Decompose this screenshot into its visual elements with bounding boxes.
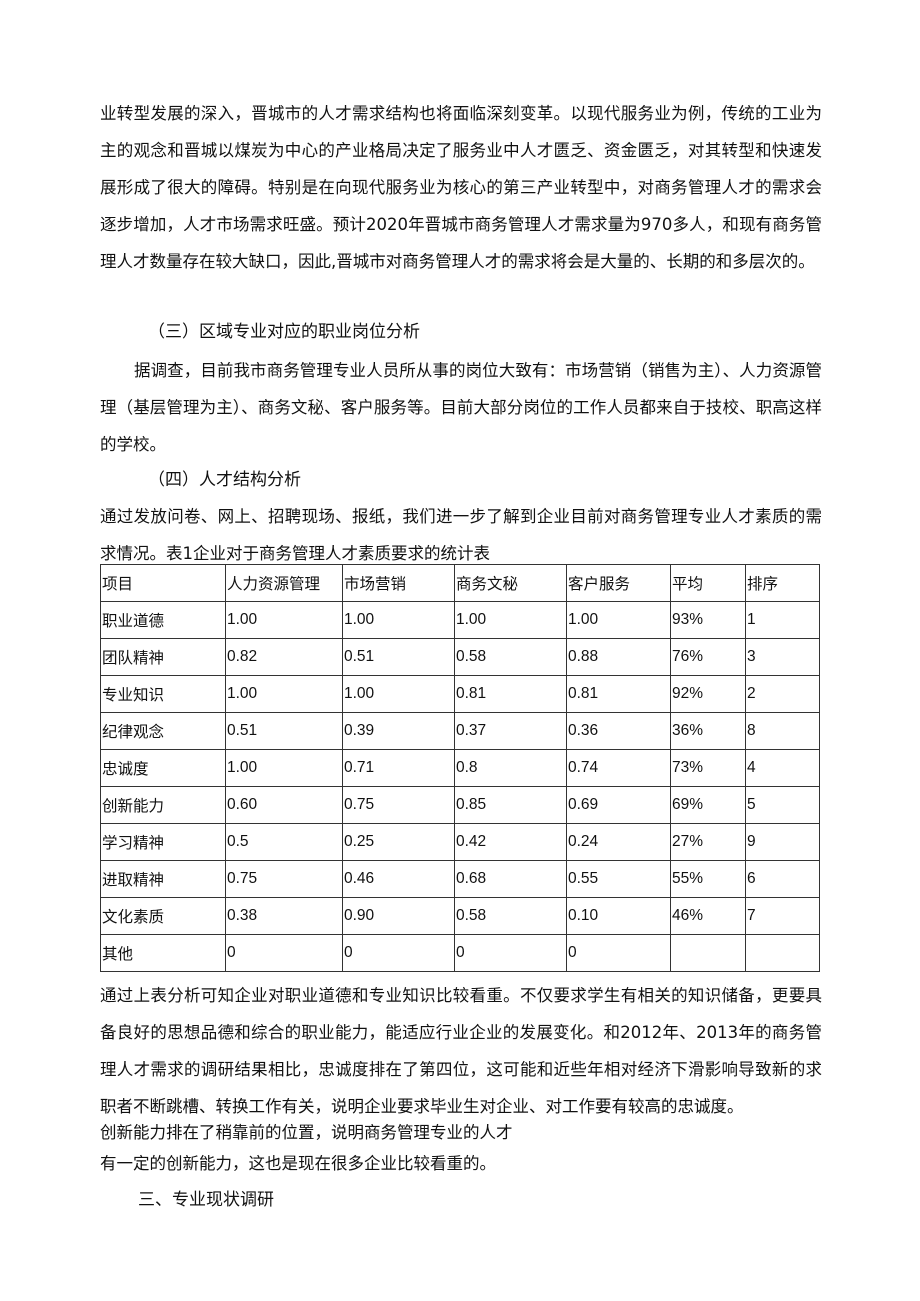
table-cell: 9 [745, 823, 820, 861]
table-cell: 0.82 [225, 638, 343, 676]
table-cell: 创新能力 [100, 786, 226, 824]
table-cell: 人力资源管理 [225, 564, 343, 602]
table-cell: 0.90 [342, 897, 455, 935]
table-cell: 4 [745, 749, 820, 787]
table-row: 进取精神 0.75 0.46 0.68 0.55 55% 6 [100, 860, 820, 898]
table-cell [670, 934, 746, 972]
table-cell: 0.60 [225, 786, 343, 824]
table-cell: 7 [745, 897, 820, 935]
table-cell: 0 [566, 934, 671, 972]
table-cell: 0.75 [342, 786, 455, 824]
table-cell: 职业道德 [100, 601, 226, 639]
table-cell: 1.00 [342, 675, 455, 713]
table-cell: 36% [670, 712, 746, 750]
table-cell: 0.42 [454, 823, 567, 861]
table-cell: 0.55 [566, 860, 671, 898]
table-cell: 46% [670, 897, 746, 935]
table-cell: 0.25 [342, 823, 455, 861]
paragraph-analysis: 通过上表分析可知企业对职业道德和专业知识比较看重。不仅要求学生有相关的知识储备，… [100, 986, 822, 1116]
table-cell: 0 [454, 934, 567, 972]
quality-requirements-table: 项目 人力资源管理 市场营销 商务文秘 客户服务 平均 排序 职业道德 1.00 1.00 1.00… [100, 564, 820, 972]
table-row: 忠诚度 1.00 0.71 0.8 0.74 73% 4 [100, 749, 820, 787]
table-cell: 0.71 [342, 749, 455, 787]
table-cell: 1.00 [225, 675, 343, 713]
table-cell: 团队精神 [100, 638, 226, 676]
table-row: 学习精神 0.5 0.25 0.42 0.24 27% 9 [100, 823, 820, 861]
table-cell: 客户服务 [566, 564, 671, 602]
table-row: 文化素质 0.38 0.90 0.58 0.10 46% 7 [100, 897, 820, 935]
table-cell: 0.51 [342, 638, 455, 676]
table-cell: 8 [745, 712, 820, 750]
table-row: 团队精神 0.82 0.51 0.58 0.88 76% 3 [100, 638, 820, 676]
table-cell: 学习精神 [100, 823, 226, 861]
table-row: 纪律观念 0.51 0.39 0.37 0.36 36% 8 [100, 712, 820, 750]
heading-section-3: 三、专业现状调研 [138, 1190, 274, 1210]
table-cell: 1.00 [454, 601, 567, 639]
table-cell: 0.36 [566, 712, 671, 750]
table-cell: 其他 [100, 934, 226, 972]
heading-talent-structure: （四）人才结构分析 [148, 470, 301, 490]
table-cell: 73% [670, 749, 746, 787]
table-cell: 5 [745, 786, 820, 824]
table-cell: 排序 [745, 564, 820, 602]
table-cell: 6 [745, 860, 820, 898]
table-cell: 0.74 [566, 749, 671, 787]
table-cell: 0.38 [225, 897, 343, 935]
table-cell: 平均 [670, 564, 746, 602]
table-cell: 0.85 [454, 786, 567, 824]
table-cell: 3 [745, 638, 820, 676]
paragraph-survey-intro: 通过发放问卷、网上、招聘现场、报纸，我们进一步了解到企业目前对商务管理专业人才素… [100, 507, 822, 563]
table-cell: 专业知识 [100, 675, 226, 713]
table-cell: 1.00 [225, 601, 343, 639]
table-cell: 1.00 [342, 601, 455, 639]
table-cell: 忠诚度 [100, 749, 226, 787]
table-cell: 进取精神 [100, 860, 226, 898]
table-cell: 纪律观念 [100, 712, 226, 750]
table-cell: 0.37 [454, 712, 567, 750]
table-cell: 文化素质 [100, 897, 226, 935]
table-cell: 0.75 [225, 860, 343, 898]
table-cell: 0.58 [454, 897, 567, 935]
paragraph-job-positions: 据调查，目前我市商务管理专业人员所从事的岗位大致有：市场营销（销售为主）、人力资… [100, 361, 822, 454]
table-cell: 0.46 [342, 860, 455, 898]
table-cell: 76% [670, 638, 746, 676]
table-cell: 27% [670, 823, 746, 861]
table-cell: 93% [670, 601, 746, 639]
table-cell: 0 [342, 934, 455, 972]
table-cell: 商务文秘 [454, 564, 567, 602]
table-cell: 1 [745, 601, 820, 639]
table-cell: 项目 [100, 564, 226, 602]
table-cell [745, 934, 820, 972]
table-cell: 2 [745, 675, 820, 713]
table-cell: 0.81 [454, 675, 567, 713]
table-cell: 69% [670, 786, 746, 824]
table-cell: 0.8 [454, 749, 567, 787]
table-cell: 0.51 [225, 712, 343, 750]
table-cell: 92% [670, 675, 746, 713]
table-cell: 0.69 [566, 786, 671, 824]
table-row: 创新能力 0.60 0.75 0.85 0.69 69% 5 [100, 786, 820, 824]
table-header-row: 项目 人力资源管理 市场营销 商务文秘 客户服务 平均 排序 [100, 564, 820, 602]
table-cell: 市场营销 [342, 564, 455, 602]
paragraph-innovation-line1: 创新能力排在了稍靠前的位置，说明商务管理专业的人才 [100, 1123, 513, 1142]
table-cell: 1.00 [566, 601, 671, 639]
table-cell: 0.88 [566, 638, 671, 676]
table-row: 其他 0 0 0 0 [100, 934, 820, 972]
table-cell: 0.68 [454, 860, 567, 898]
table-cell: 0 [225, 934, 343, 972]
paragraph-talent-demand: 业转型发展的深入，晋城市的人才需求结构也将面临深刻变革。以现代服务业为例，传统的… [100, 104, 822, 271]
table-cell: 0.58 [454, 638, 567, 676]
paragraph-innovation-line2: 有一定的创新能力，这也是现在很多企业比较看重的。 [100, 1154, 496, 1173]
table-cell: 1.00 [225, 749, 343, 787]
heading-job-analysis: （三）区域专业对应的职业岗位分析 [148, 322, 420, 342]
table-row: 专业知识 1.00 1.00 0.81 0.81 92% 2 [100, 675, 820, 713]
table-cell: 0.39 [342, 712, 455, 750]
table-cell: 0.24 [566, 823, 671, 861]
table-cell: 0.10 [566, 897, 671, 935]
table-row: 职业道德 1.00 1.00 1.00 1.00 93% 1 [100, 601, 820, 639]
table-cell: 0.5 [225, 823, 343, 861]
table-cell: 55% [670, 860, 746, 898]
table-cell: 0.81 [566, 675, 671, 713]
